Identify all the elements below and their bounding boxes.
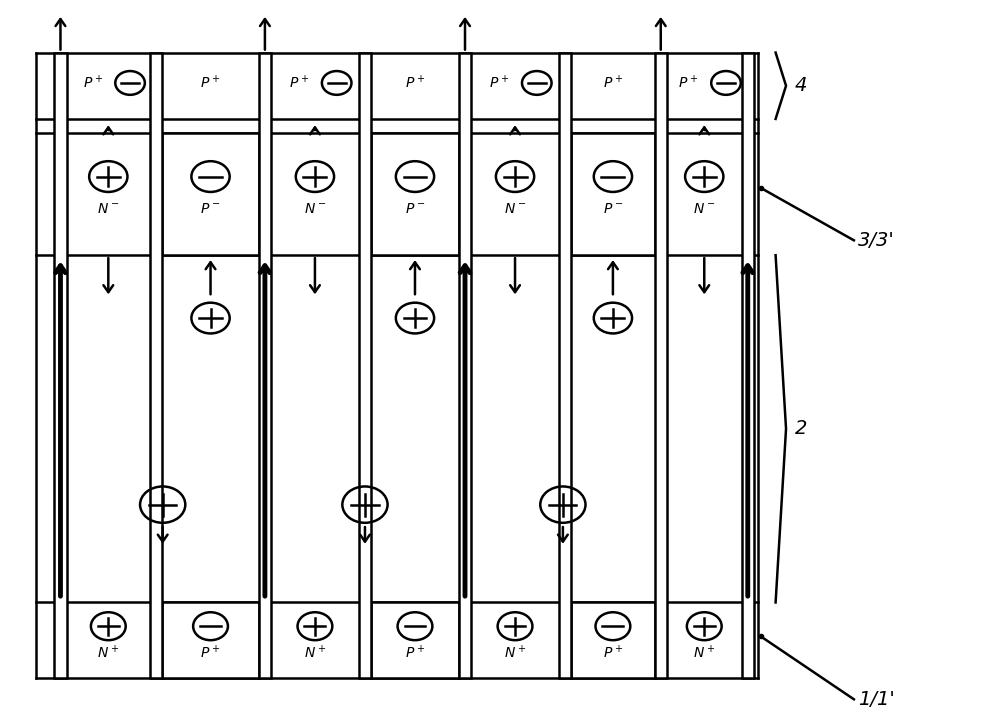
Bar: [571, 133, 655, 255]
Text: $P^-$: $P^-$: [603, 202, 623, 217]
Bar: [655, 53, 667, 678]
Text: $N^-$: $N^-$: [304, 202, 326, 217]
Bar: [150, 53, 162, 678]
Bar: [742, 53, 754, 678]
Text: $P^-$: $P^-$: [200, 202, 221, 217]
Text: $P^+$: $P^+$: [405, 644, 425, 662]
Bar: [54, 53, 67, 678]
Text: $N^-$: $N^-$: [97, 202, 119, 217]
Text: 2: 2: [795, 419, 807, 438]
Text: 3/3': 3/3': [858, 231, 895, 250]
Text: $N^-$: $N^-$: [504, 202, 526, 217]
Text: $N^+$: $N^+$: [504, 644, 526, 662]
Text: $N^+$: $N^+$: [97, 644, 119, 662]
Text: $P^+$: $P^+$: [405, 74, 425, 91]
Text: 1/1': 1/1': [858, 689, 895, 709]
Text: $N^+$: $N^+$: [304, 644, 326, 662]
Text: $P^+$: $P^+$: [489, 74, 509, 91]
Text: $P^+$: $P^+$: [83, 74, 103, 91]
Text: 4: 4: [795, 76, 807, 96]
Text: $P^+$: $P^+$: [678, 74, 699, 91]
Text: $P^-$: $P^-$: [405, 202, 425, 217]
Text: $P^+$: $P^+$: [603, 644, 623, 662]
Bar: [162, 602, 259, 678]
Text: $N^+$: $N^+$: [693, 644, 715, 662]
Bar: [571, 602, 655, 678]
Bar: [259, 53, 271, 678]
Bar: [371, 602, 459, 678]
Bar: [459, 53, 471, 678]
Text: $P^+$: $P^+$: [603, 74, 623, 91]
Bar: [559, 53, 571, 678]
Text: $P^+$: $P^+$: [200, 644, 221, 662]
Text: $P^+$: $P^+$: [289, 74, 309, 91]
Bar: [359, 53, 371, 678]
Text: $P^+$: $P^+$: [200, 74, 221, 91]
Bar: [371, 133, 459, 255]
Bar: [162, 133, 259, 255]
Text: $N^-$: $N^-$: [693, 202, 715, 217]
